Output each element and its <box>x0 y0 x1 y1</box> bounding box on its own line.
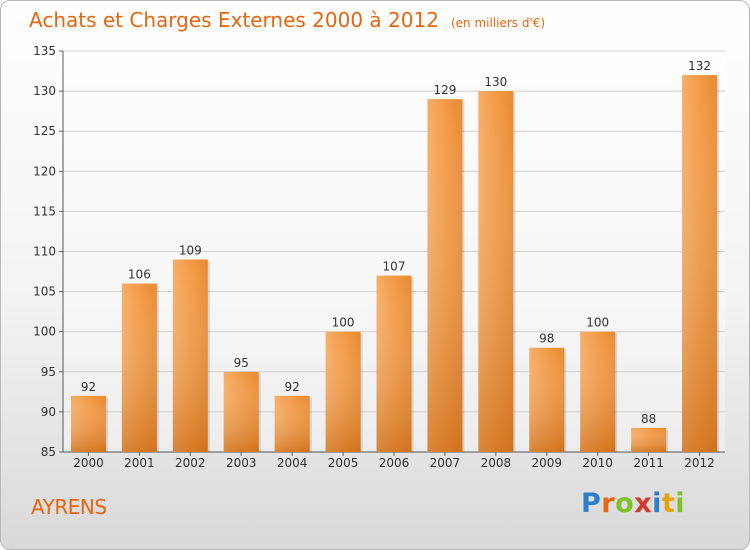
bar-shade <box>682 75 718 452</box>
x-axis: 2000 2001 2002 2003 2004 2005 2006 2007 2008 2009… <box>73 452 715 470</box>
bar-2011: 88 <box>631 412 669 452</box>
y-tick-label: 110 <box>33 245 56 259</box>
bar-value-label: 92 <box>81 380 96 394</box>
title-text: Achats et Charges Externes 2000 à 2012 <box>29 8 439 32</box>
bar-shade <box>478 91 514 452</box>
bar-shade <box>631 427 667 452</box>
y-tick-label: 105 <box>33 285 56 299</box>
bar-shade <box>70 395 106 452</box>
bar-value-label: 130 <box>484 75 507 89</box>
logo-letter: r <box>601 488 616 519</box>
bar-2004: 92 <box>274 380 312 452</box>
chart-title: Achats et Charges Externes 2000 à 2012 (e… <box>29 8 545 32</box>
x-tick-label: 2012 <box>684 456 715 470</box>
bar-2003: 95 <box>223 356 261 452</box>
bar-value-label: 132 <box>688 59 711 73</box>
bar-value-label: 107 <box>383 260 406 274</box>
y-tick-label: 125 <box>33 124 56 138</box>
bar-2010: 100 <box>580 316 618 452</box>
x-tick-label: 2008 <box>481 456 512 470</box>
bar-value-label: 98 <box>539 332 554 346</box>
bar-2006: 107 <box>376 260 414 452</box>
bar-value-label: 88 <box>641 412 656 426</box>
x-tick-label: 2001 <box>124 456 155 470</box>
bar-2008: 130 <box>478 75 516 452</box>
bar-shade <box>172 259 208 452</box>
x-tick-label: 2007 <box>430 456 461 470</box>
proxiti-logo: Proxiti <box>581 488 685 519</box>
bar-shade <box>121 283 157 452</box>
x-tick-label: 2005 <box>328 456 359 470</box>
x-tick-label: 2004 <box>277 456 308 470</box>
bar-shade <box>325 331 361 452</box>
logo-letter: o <box>615 488 635 519</box>
x-tick-label: 2000 <box>73 456 104 470</box>
bar-value-label: 95 <box>234 356 249 370</box>
y-tick-label: 100 <box>33 325 56 339</box>
unit-label: (en milliers d'€) <box>450 16 546 30</box>
bar-shade <box>529 347 565 452</box>
bar-shade <box>223 371 259 452</box>
bar-2001: 106 <box>121 268 159 452</box>
bar-2009: 98 <box>529 332 567 452</box>
logo-letter: i <box>652 488 662 519</box>
x-tick-label: 2002 <box>175 456 206 470</box>
bar-2005: 100 <box>325 316 363 452</box>
bar-value-label: 129 <box>433 83 456 97</box>
bar-value-label: 92 <box>285 380 300 394</box>
bar-value-label: 100 <box>586 316 609 330</box>
logo-letter: t <box>661 488 676 519</box>
y-tick-label: 120 <box>33 164 56 178</box>
logo-letter: P <box>581 488 602 519</box>
bar-value-label: 100 <box>332 316 355 330</box>
x-tick-label: 2011 <box>633 456 664 470</box>
bar-2000: 92 <box>70 380 108 452</box>
y-tick-label: 90 <box>41 405 56 419</box>
place-name: AYRENS <box>31 495 107 519</box>
bar-2012: 132 <box>682 59 720 452</box>
bar-shade <box>274 395 310 452</box>
bar-shade <box>376 275 412 452</box>
y-tick-label: 115 <box>33 204 56 218</box>
x-tick-label: 2003 <box>226 456 257 470</box>
bar-value-label: 106 <box>128 268 151 282</box>
x-tick-label: 2009 <box>531 456 562 470</box>
bar-value-label: 109 <box>179 244 202 258</box>
bar-2002: 109 <box>172 244 210 452</box>
bar-shade <box>580 331 616 452</box>
bars: 92 106 109 95 92 100 107 129 130 98 100 88 132 <box>70 59 720 453</box>
bar-2007: 129 <box>427 83 465 453</box>
bar-shade <box>427 99 463 453</box>
logo-letter: x <box>634 488 653 519</box>
y-tick-label: 130 <box>33 84 56 98</box>
y-tick-label: 135 <box>33 44 56 58</box>
y-tick-label: 85 <box>41 445 56 459</box>
logo-letter: i <box>675 488 686 519</box>
x-tick-label: 2006 <box>379 456 410 470</box>
y-tick-label: 95 <box>41 365 56 379</box>
x-tick-label: 2010 <box>582 456 613 470</box>
